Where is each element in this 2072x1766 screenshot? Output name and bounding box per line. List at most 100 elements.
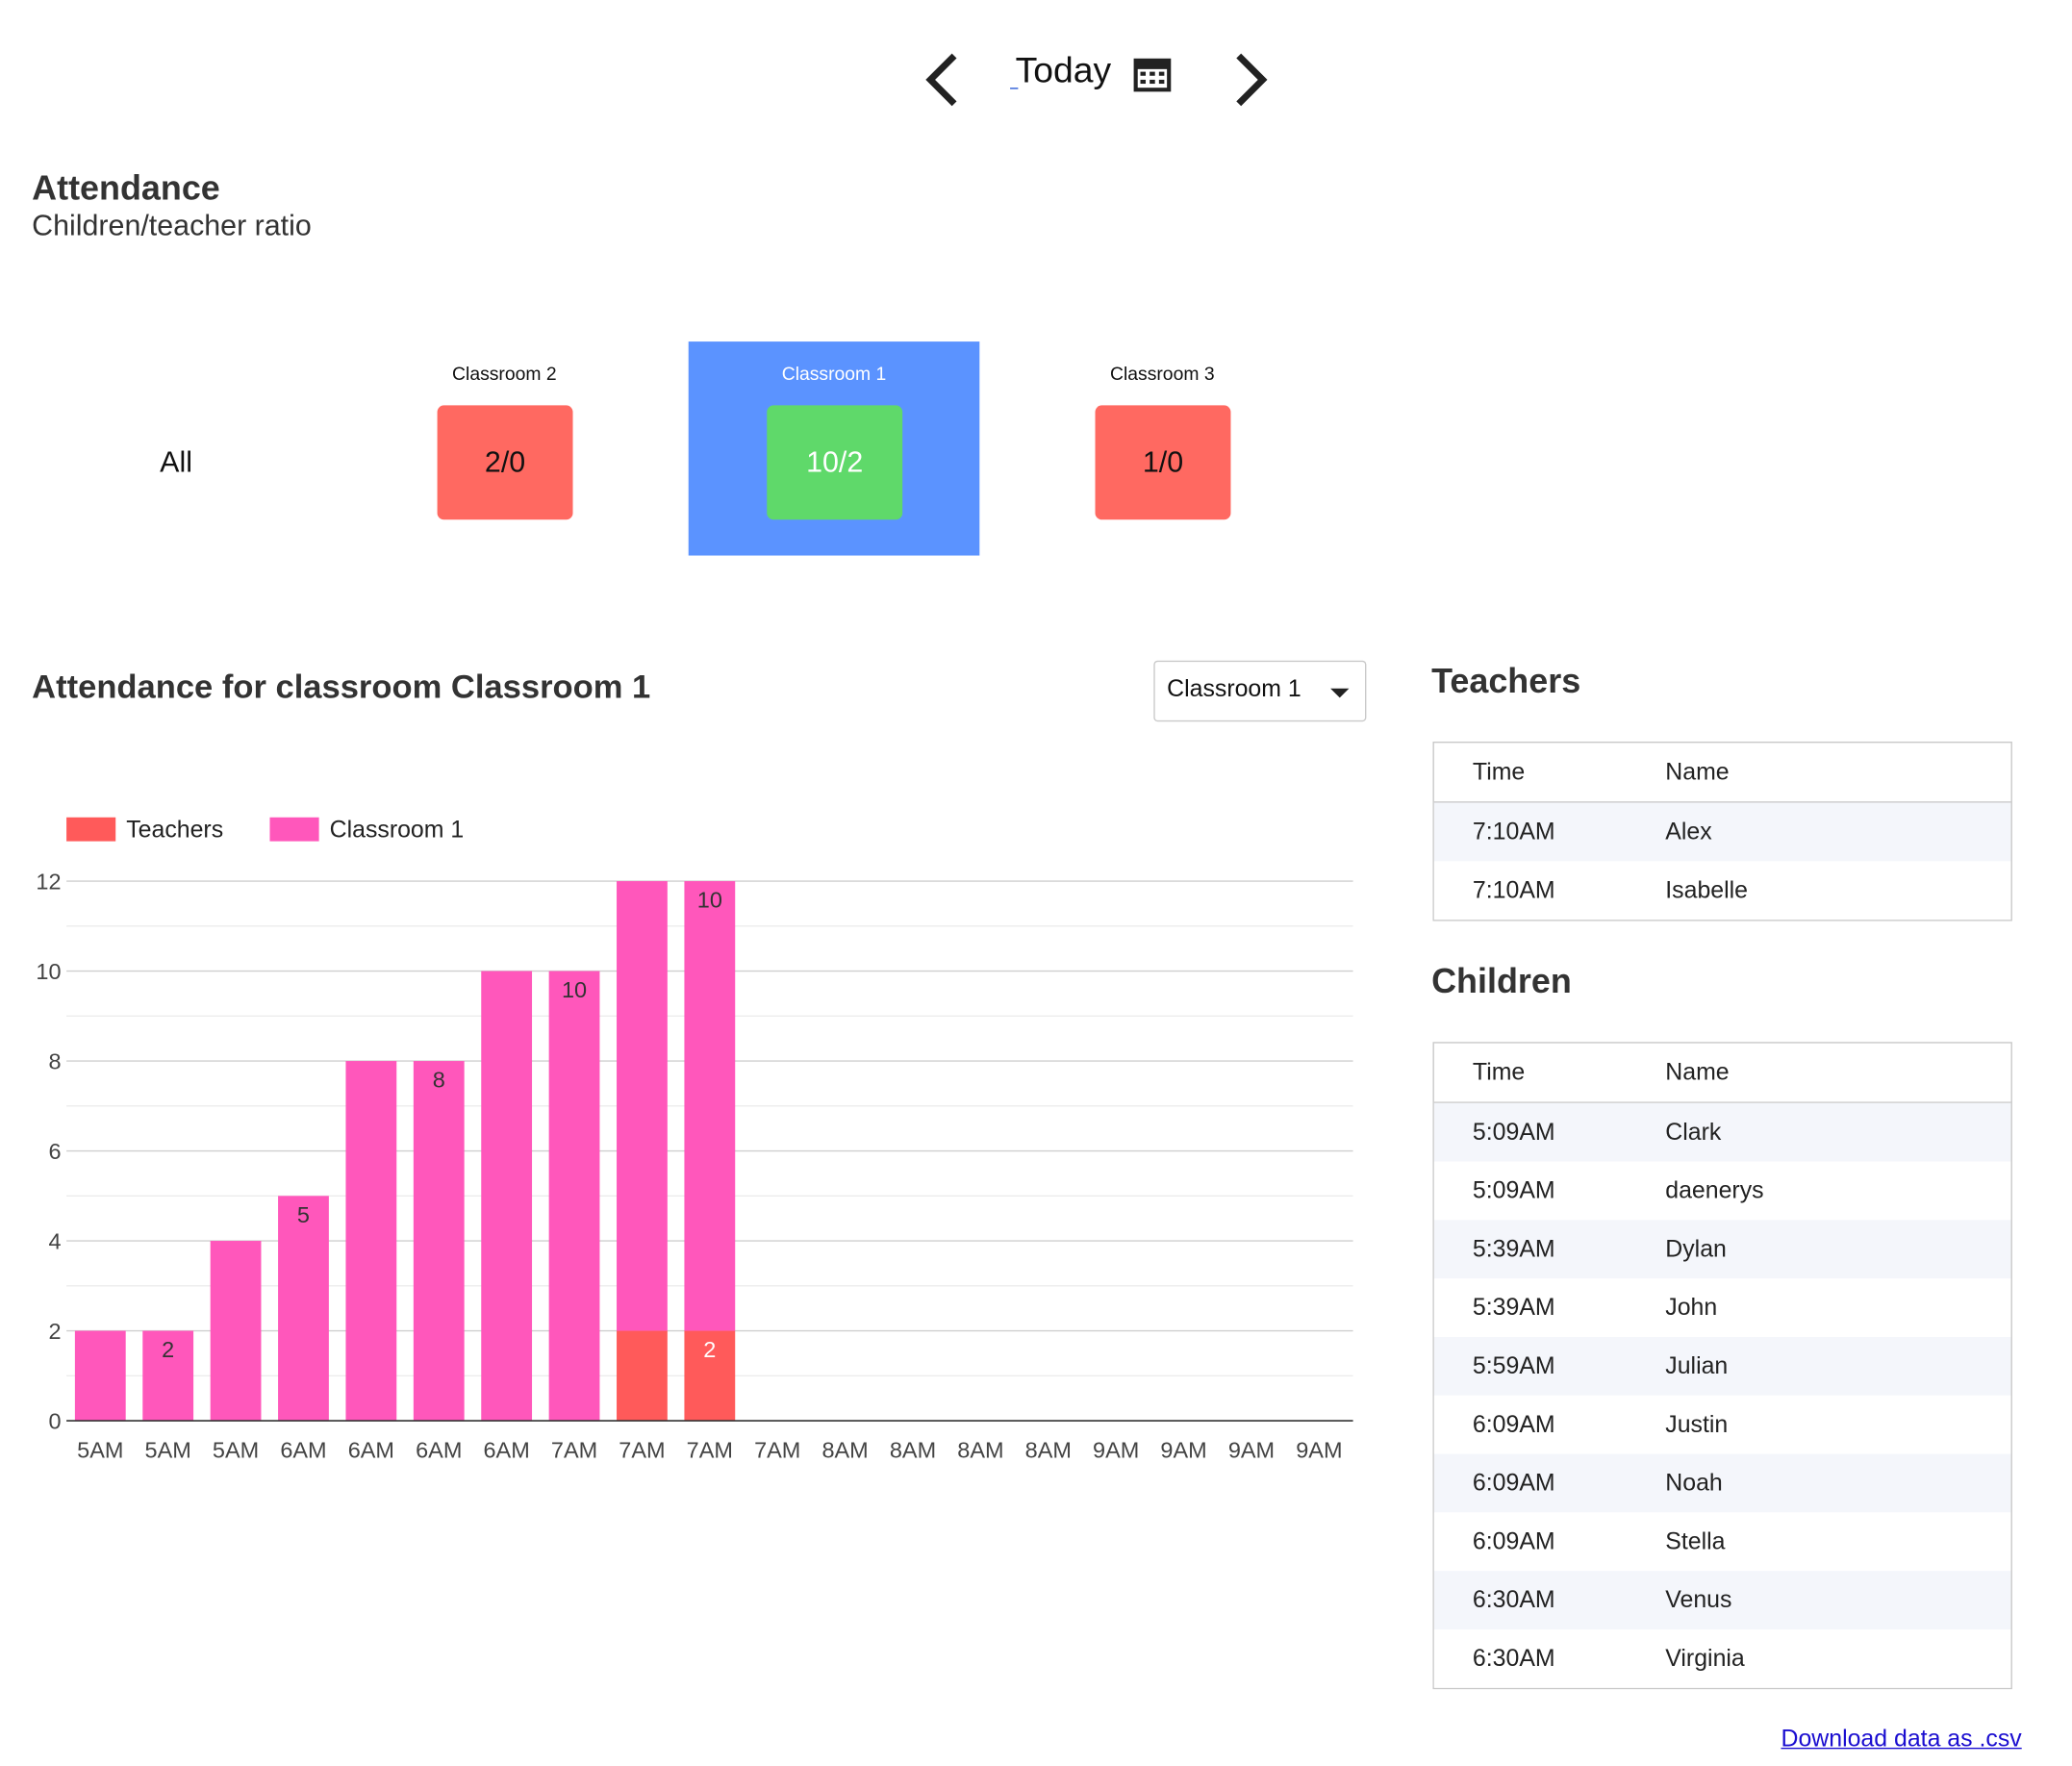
row-time: 7:10AM	[1472, 818, 1555, 845]
legend-swatch	[269, 817, 319, 842]
children-table: Time Name 5:09AM Clark 5:09AM daenerys 5…	[1432, 1042, 2012, 1690]
attendance-chart: Teachers Classroom 1 0 2 4 6 8 10 12 2 5 8 10 10 2 5AM 5…	[36, 816, 1353, 1463]
column-header-time: Time	[1472, 1058, 1526, 1086]
x-tick-label: 5AM	[145, 1438, 191, 1463]
children-title: Children	[1431, 960, 1572, 1001]
bar	[74, 1330, 126, 1422]
row-name: Clark	[1665, 1118, 1722, 1146]
bar	[278, 1196, 329, 1422]
legend-swatch	[66, 817, 116, 842]
caret-down-icon	[1330, 688, 1350, 698]
ratio-badge: 10/2	[767, 405, 903, 520]
x-tick-label: 8AM	[890, 1438, 936, 1463]
table-row: 6:09AM Stella	[1433, 1512, 2011, 1572]
row-name: John	[1665, 1294, 1718, 1321]
table-row: 5:39AM Dylan	[1433, 1220, 2011, 1279]
chevron-left-icon[interactable]	[917, 48, 970, 112]
x-tick-label: 6AM	[416, 1438, 462, 1463]
table-row: 5:39AM John	[1433, 1278, 2011, 1337]
date-label[interactable]: Today	[1015, 50, 1112, 90]
row-time: 6:30AM	[1472, 1644, 1555, 1672]
x-tick-label: 6AM	[348, 1438, 394, 1463]
data-label: 2	[703, 1337, 716, 1362]
x-tick-label: 7AM	[754, 1438, 800, 1463]
x-tick-label: 9AM	[1228, 1438, 1275, 1463]
row-name: Alex	[1665, 818, 1712, 845]
classroom-select-value: Classroom 1	[1167, 674, 1301, 702]
x-tick-label: 5AM	[213, 1438, 259, 1463]
row-time: 7:10AM	[1472, 876, 1555, 903]
table-row: 5:09AM Clark	[1433, 1102, 2011, 1162]
row-name: Stella	[1665, 1527, 1726, 1554]
y-tick-label: 4	[48, 1228, 61, 1253]
ratio-badge: 2/0	[437, 405, 573, 520]
tile-all-label: All	[160, 444, 192, 479]
bar	[413, 1061, 465, 1422]
x-tick-label: 8AM	[1025, 1438, 1072, 1463]
row-time: 6:09AM	[1472, 1410, 1555, 1438]
x-tick-label: 7AM	[687, 1438, 733, 1463]
data-label: 10	[697, 888, 722, 913]
row-name: Noah	[1665, 1469, 1723, 1497]
table-row: 7:10AM Alex	[1433, 802, 2011, 862]
bar	[210, 1241, 262, 1422]
row-name: Virginia	[1665, 1644, 1745, 1672]
row-name: Dylan	[1665, 1235, 1727, 1262]
download-csv-link[interactable]: Download data as .csv	[1781, 1725, 2022, 1753]
legend-label: Classroom 1	[330, 816, 465, 843]
table-row: 7:10AM Isabelle	[1433, 861, 2011, 921]
x-tick-label: 9AM	[1160, 1438, 1206, 1463]
legend-label: Teachers	[126, 816, 223, 843]
tile-all[interactable]: All	[31, 341, 322, 555]
y-tick-label: 0	[48, 1408, 61, 1433]
chart-title: Attendance for classroom Classroom 1	[32, 668, 651, 706]
table-header: Time Name	[1433, 743, 2011, 803]
bar	[142, 1330, 194, 1422]
row-name: Justin	[1665, 1410, 1729, 1438]
x-tick-label: 7AM	[551, 1438, 597, 1463]
chevron-right-icon[interactable]	[1223, 48, 1276, 112]
row-name: Isabelle	[1665, 876, 1749, 903]
data-label: 10	[562, 977, 587, 1002]
column-header-name: Name	[1665, 1058, 1730, 1086]
table-row: 6:09AM Justin	[1433, 1395, 2011, 1454]
tile-name: Classroom 2	[452, 363, 557, 385]
x-tick-label: 6AM	[280, 1438, 326, 1463]
row-time: 6:09AM	[1472, 1527, 1555, 1554]
column-header-time: Time	[1472, 758, 1526, 785]
tile-classroom-1[interactable]: Classroom 1 10/2	[688, 341, 980, 556]
row-time: 5:09AM	[1472, 1176, 1555, 1204]
calendar-icon[interactable]	[1132, 56, 1172, 93]
table-row: 6:09AM Noah	[1433, 1453, 2011, 1513]
table-row: 5:59AM Julian	[1433, 1336, 2011, 1396]
bar	[548, 971, 600, 1422]
table-header: Time Name	[1433, 1044, 2011, 1103]
data-label: 5	[297, 1202, 310, 1227]
x-tick-label: 5AM	[77, 1438, 123, 1463]
bar	[617, 881, 668, 1331]
teachers-table: Time Name 7:10AM Alex 7:10AM Isabelle	[1432, 741, 2012, 921]
row-name: Julian	[1665, 1351, 1729, 1379]
row-time: 6:09AM	[1472, 1469, 1555, 1497]
tile-classroom-3[interactable]: Classroom 3 1/0	[1017, 341, 1308, 555]
bar	[345, 1061, 397, 1422]
bar	[684, 1330, 736, 1422]
table-row: 6:30AM Virginia	[1433, 1628, 2011, 1688]
data-label: 2	[162, 1337, 174, 1362]
row-name: daenerys	[1665, 1176, 1764, 1204]
tile-classroom-2[interactable]: Classroom 2 2/0	[359, 341, 650, 555]
tile-name: Classroom 3	[1110, 363, 1215, 385]
x-tick-label: 9AM	[1296, 1438, 1342, 1463]
children-rows: 5:09AM Clark 5:09AM daenerys 5:39AM Dyla…	[1433, 1102, 2011, 1688]
ratio-badge: 1/0	[1095, 405, 1231, 520]
classroom-select[interactable]: Classroom 1	[1153, 660, 1367, 722]
table-row: 6:30AM Venus	[1433, 1571, 2011, 1629]
row-name: Venus	[1665, 1586, 1732, 1613]
column-header-name: Name	[1665, 758, 1730, 785]
x-tick-label: 8AM	[957, 1438, 1003, 1463]
row-time: 5:39AM	[1472, 1235, 1555, 1262]
bar	[481, 971, 533, 1422]
x-tick-label: 9AM	[1093, 1438, 1139, 1463]
x-tick-label: 8AM	[821, 1438, 868, 1463]
